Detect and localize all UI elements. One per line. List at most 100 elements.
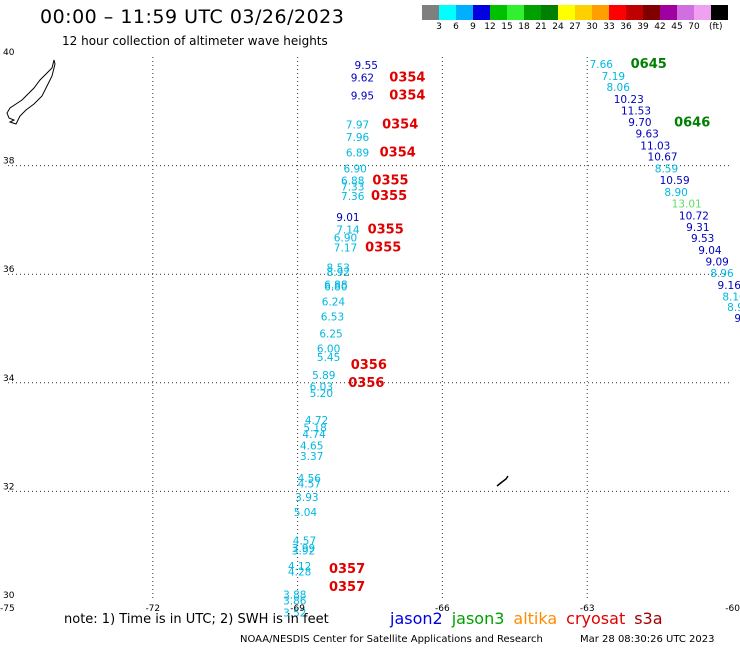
pass-time-label: 0645	[631, 57, 667, 72]
wave-height-label: 7.66	[590, 59, 614, 71]
wave-height-label: 4.65	[300, 441, 323, 453]
pass-time-label: 0355	[368, 222, 404, 237]
wave-height-label: 8.53	[327, 262, 350, 274]
wave-height-label: 6.80	[324, 281, 347, 293]
wave-height-label: 9.	[734, 313, 740, 325]
wave-height-label: 5.45	[317, 352, 340, 364]
colorbar-swatch	[473, 5, 490, 20]
wave-height-label: 9.55	[355, 60, 378, 72]
colorbar-tick-label: 12	[484, 22, 496, 32]
wave-height-label: 9.53	[691, 233, 714, 245]
lat-tick-label: 34	[3, 374, 15, 384]
wave-height-label: 8.96	[710, 268, 734, 280]
coastline-bermuda	[496, 475, 509, 487]
colorbar-tick-label: 39	[637, 22, 649, 32]
colorbar-swatch	[694, 5, 711, 20]
wave-height-label: 3.92	[292, 545, 315, 557]
colorbar-swatch	[677, 5, 694, 20]
colorbar-swatch	[456, 5, 473, 20]
wave-height-label: 7.17	[334, 242, 357, 254]
lat-tick-label: 38	[3, 157, 15, 167]
wave-height-label: 9.04	[698, 245, 722, 257]
pass-time-label: 0354	[389, 70, 425, 85]
colorbar-swatch	[439, 5, 456, 20]
observation-layer: 9.559.629.957.977.966.896.906.887.337.36…	[283, 59, 740, 619]
mission-legend: jason2 jason3 altika cryosat s3a	[390, 609, 672, 628]
colorbar-tick-label: 3	[436, 22, 442, 32]
colorbar-tick-label: 21	[535, 22, 547, 32]
axis-labels: -75 -72 -69 -66 -63 -60 40 38 36 34 32 30	[0, 48, 740, 614]
pass-time-label: 0354	[380, 145, 416, 160]
coastline-nova-scotia	[6, 59, 56, 125]
wave-height-label: 4.72	[305, 415, 328, 427]
colorbar-tick-label: 30	[586, 22, 598, 32]
wave-height-label: 6.90	[343, 164, 366, 176]
colorbar-tick-label: 18	[518, 22, 530, 32]
colorbar-swatch	[422, 5, 439, 20]
colorbar-tick-label: 27	[569, 22, 581, 32]
wave-height-label: 5.04	[294, 507, 318, 519]
lon-tick-label: -66	[435, 604, 450, 614]
wave-height-label: 7.19	[602, 71, 625, 83]
wave-height-label: 4.28	[288, 567, 311, 579]
pass-time-label: 0356	[351, 358, 387, 373]
wave-height-label: 9.16	[718, 280, 740, 292]
lon-tick-label: -60	[725, 604, 740, 614]
colorbar-tick-label: 24	[552, 22, 564, 32]
colorbar-swatch	[592, 5, 609, 20]
wave-height-label: 3.99	[292, 543, 315, 555]
wave-height-label: 5.20	[310, 388, 333, 400]
wave-height-label: 7.14	[336, 224, 360, 236]
wave-height-label: 6.00	[317, 343, 340, 355]
wave-height-label: 6.53	[321, 311, 344, 323]
wave-height-label: 5.18	[303, 423, 326, 435]
wave-height-label: 10.59	[660, 175, 690, 187]
wave-height-label: 9.63	[635, 128, 658, 140]
colorbar-tick-label: 70	[688, 22, 700, 32]
wave-height-label: 3.86	[283, 595, 307, 607]
pass-time-label: 0356	[348, 376, 384, 391]
colorbar-swatch	[541, 5, 558, 20]
mission-legend-cryosat: cryosat	[566, 609, 626, 628]
colorbar-swatch	[643, 5, 660, 20]
wave-height-label: 11.03	[640, 140, 670, 152]
pass-time-label: 0355	[372, 174, 408, 189]
page-subtitle: 12 hour collection of altimeter wave hei…	[62, 34, 328, 48]
colorbar-swatch	[490, 5, 507, 20]
credit-line: NOAA/NESDIS Center for Satellite Applica…	[240, 634, 543, 645]
wave-height-label: 9.31	[686, 222, 709, 234]
wave-height-label: 6.88	[341, 176, 364, 188]
wave-height-label: 6.90	[334, 233, 357, 245]
pass-time-label: 0357	[329, 580, 365, 595]
wave-height-label: 4.56	[298, 473, 322, 485]
colorbar-swatch	[609, 5, 626, 20]
wave-height-label: 4.57	[298, 479, 321, 491]
wave-height-label: 6.89	[346, 147, 369, 159]
wave-height-label: 4.12	[288, 561, 311, 573]
colorbar-swatch	[575, 5, 592, 20]
colorbar-swatch	[524, 5, 541, 20]
colorbar-unit-label: (ft)	[709, 22, 723, 32]
lon-tick-label: -72	[145, 604, 160, 614]
pass-time-label: 0355	[365, 240, 401, 255]
wave-height-label: 9.62	[351, 72, 374, 84]
generated-timestamp: Mar 28 08:30:26 UTC 2023	[580, 634, 715, 645]
colorbar-tick-label: 33	[603, 22, 615, 32]
wave-height-label: 7.33	[341, 182, 364, 194]
colorbar-swatch	[660, 5, 677, 20]
wave-height-label: 7.96	[346, 132, 370, 144]
lat-tick-label: 40	[3, 48, 15, 58]
colorbar-tick-label: 42	[654, 22, 666, 32]
wave-height-label: 13.01	[672, 198, 702, 210]
colorbar-swatch	[626, 5, 643, 20]
wave-height-label: 9.09	[705, 257, 728, 269]
wave-height-label: 10.72	[679, 210, 709, 222]
lon-tick-label: -63	[580, 604, 595, 614]
wave-height-label: 3.93	[295, 492, 318, 504]
colorbar-tick-label: 15	[501, 22, 513, 32]
wave-height-label: 6.03	[310, 381, 333, 393]
colorbar-tick-label: 45	[671, 22, 683, 32]
wave-height-label: 4.57	[293, 536, 316, 548]
footer-note: note: 1) Time is in UTC; 2) SWH is in fe…	[64, 612, 329, 627]
